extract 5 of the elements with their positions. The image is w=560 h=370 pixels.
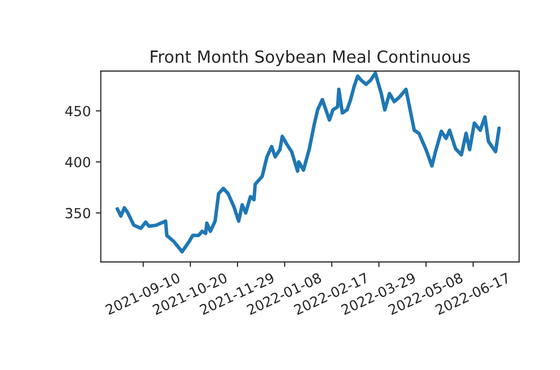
y-tick-label: 350 [66, 208, 90, 218]
y-tick-label: 400 [65, 156, 90, 168]
y-tick-label: 450 [65, 106, 90, 116]
chart-title: Front Month Soybean Meal Continuous [150, 50, 470, 66]
line-series [116, 71, 501, 254]
